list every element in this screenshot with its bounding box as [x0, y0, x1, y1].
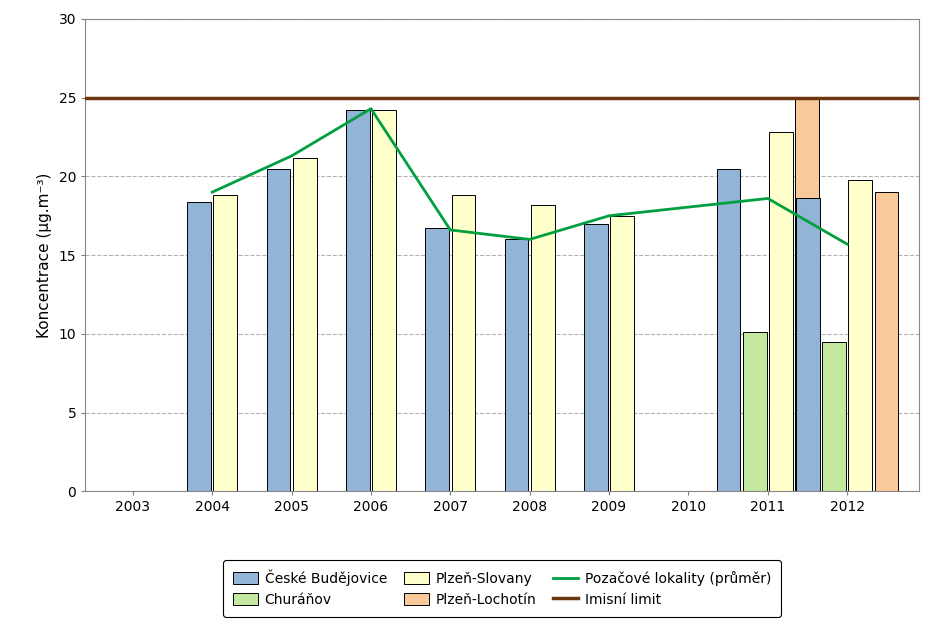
- Bar: [795, 98, 819, 491]
- Bar: [346, 110, 369, 491]
- Y-axis label: Koncentrace (µg.m⁻³): Koncentrace (µg.m⁻³): [37, 173, 52, 338]
- Bar: [822, 341, 846, 491]
- Bar: [372, 110, 396, 491]
- Legend: České Budějovice, Churáňov, Plzeň-Slovany, Plzeň-Lochotín, Pozačové lokality (pr: České Budějovice, Churáňov, Plzeň-Slovan…: [223, 560, 781, 617]
- Bar: [267, 168, 291, 491]
- Bar: [742, 333, 767, 491]
- Bar: [188, 202, 211, 491]
- Bar: [874, 192, 899, 491]
- Bar: [849, 180, 872, 491]
- Bar: [452, 195, 475, 491]
- Bar: [531, 205, 555, 491]
- Bar: [610, 215, 634, 491]
- Bar: [717, 168, 741, 491]
- Bar: [796, 198, 820, 491]
- Bar: [293, 158, 316, 491]
- Bar: [584, 224, 608, 491]
- Bar: [425, 229, 449, 491]
- Bar: [769, 132, 793, 491]
- Bar: [505, 239, 528, 491]
- Bar: [213, 195, 237, 491]
